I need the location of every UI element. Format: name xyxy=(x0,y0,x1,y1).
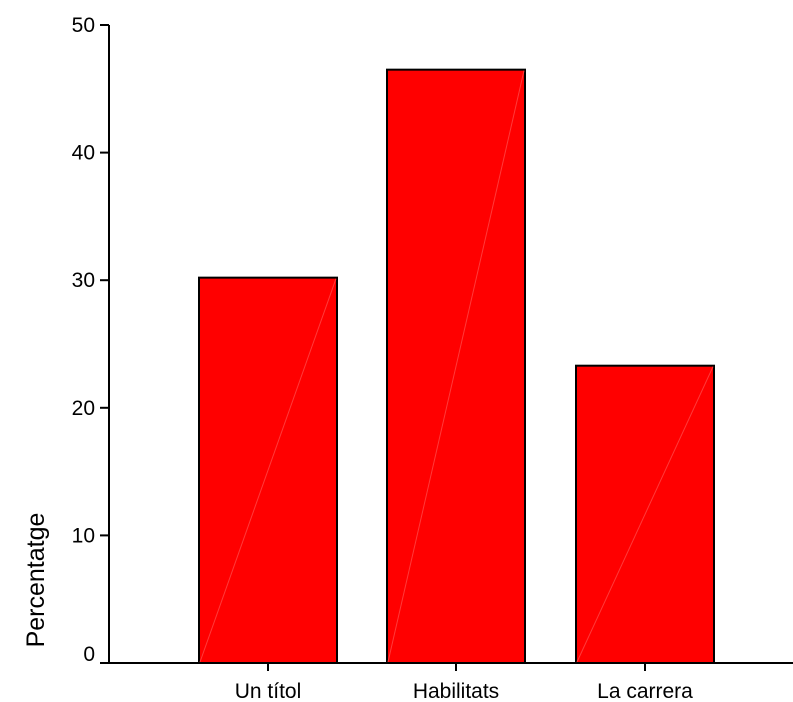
x-tick-label: La carrera xyxy=(597,680,693,702)
y-ticks-group: 0 10 20 30 40 50 xyxy=(72,14,109,666)
x-tick-label: Un títol xyxy=(235,680,302,702)
bar-diagonal-artifact xyxy=(387,70,525,663)
y-axis-title: Percentatge xyxy=(22,513,50,648)
x-tick-label: Habilitats xyxy=(413,680,499,702)
y-tick-label: 30 xyxy=(72,269,95,292)
x-ticks-group: Un títol Habilitats La carrera xyxy=(235,663,693,702)
y-tick-label: 0 xyxy=(83,643,95,666)
y-tick-label: 10 xyxy=(72,524,95,547)
bar-diagonal-artifact xyxy=(199,278,337,663)
y-tick-label: 40 xyxy=(72,142,95,165)
bar-diagonal-artifact xyxy=(576,366,714,663)
y-tick-label: 20 xyxy=(72,397,95,420)
y-tick-label: 50 xyxy=(72,14,95,37)
bars-group xyxy=(198,68,715,665)
